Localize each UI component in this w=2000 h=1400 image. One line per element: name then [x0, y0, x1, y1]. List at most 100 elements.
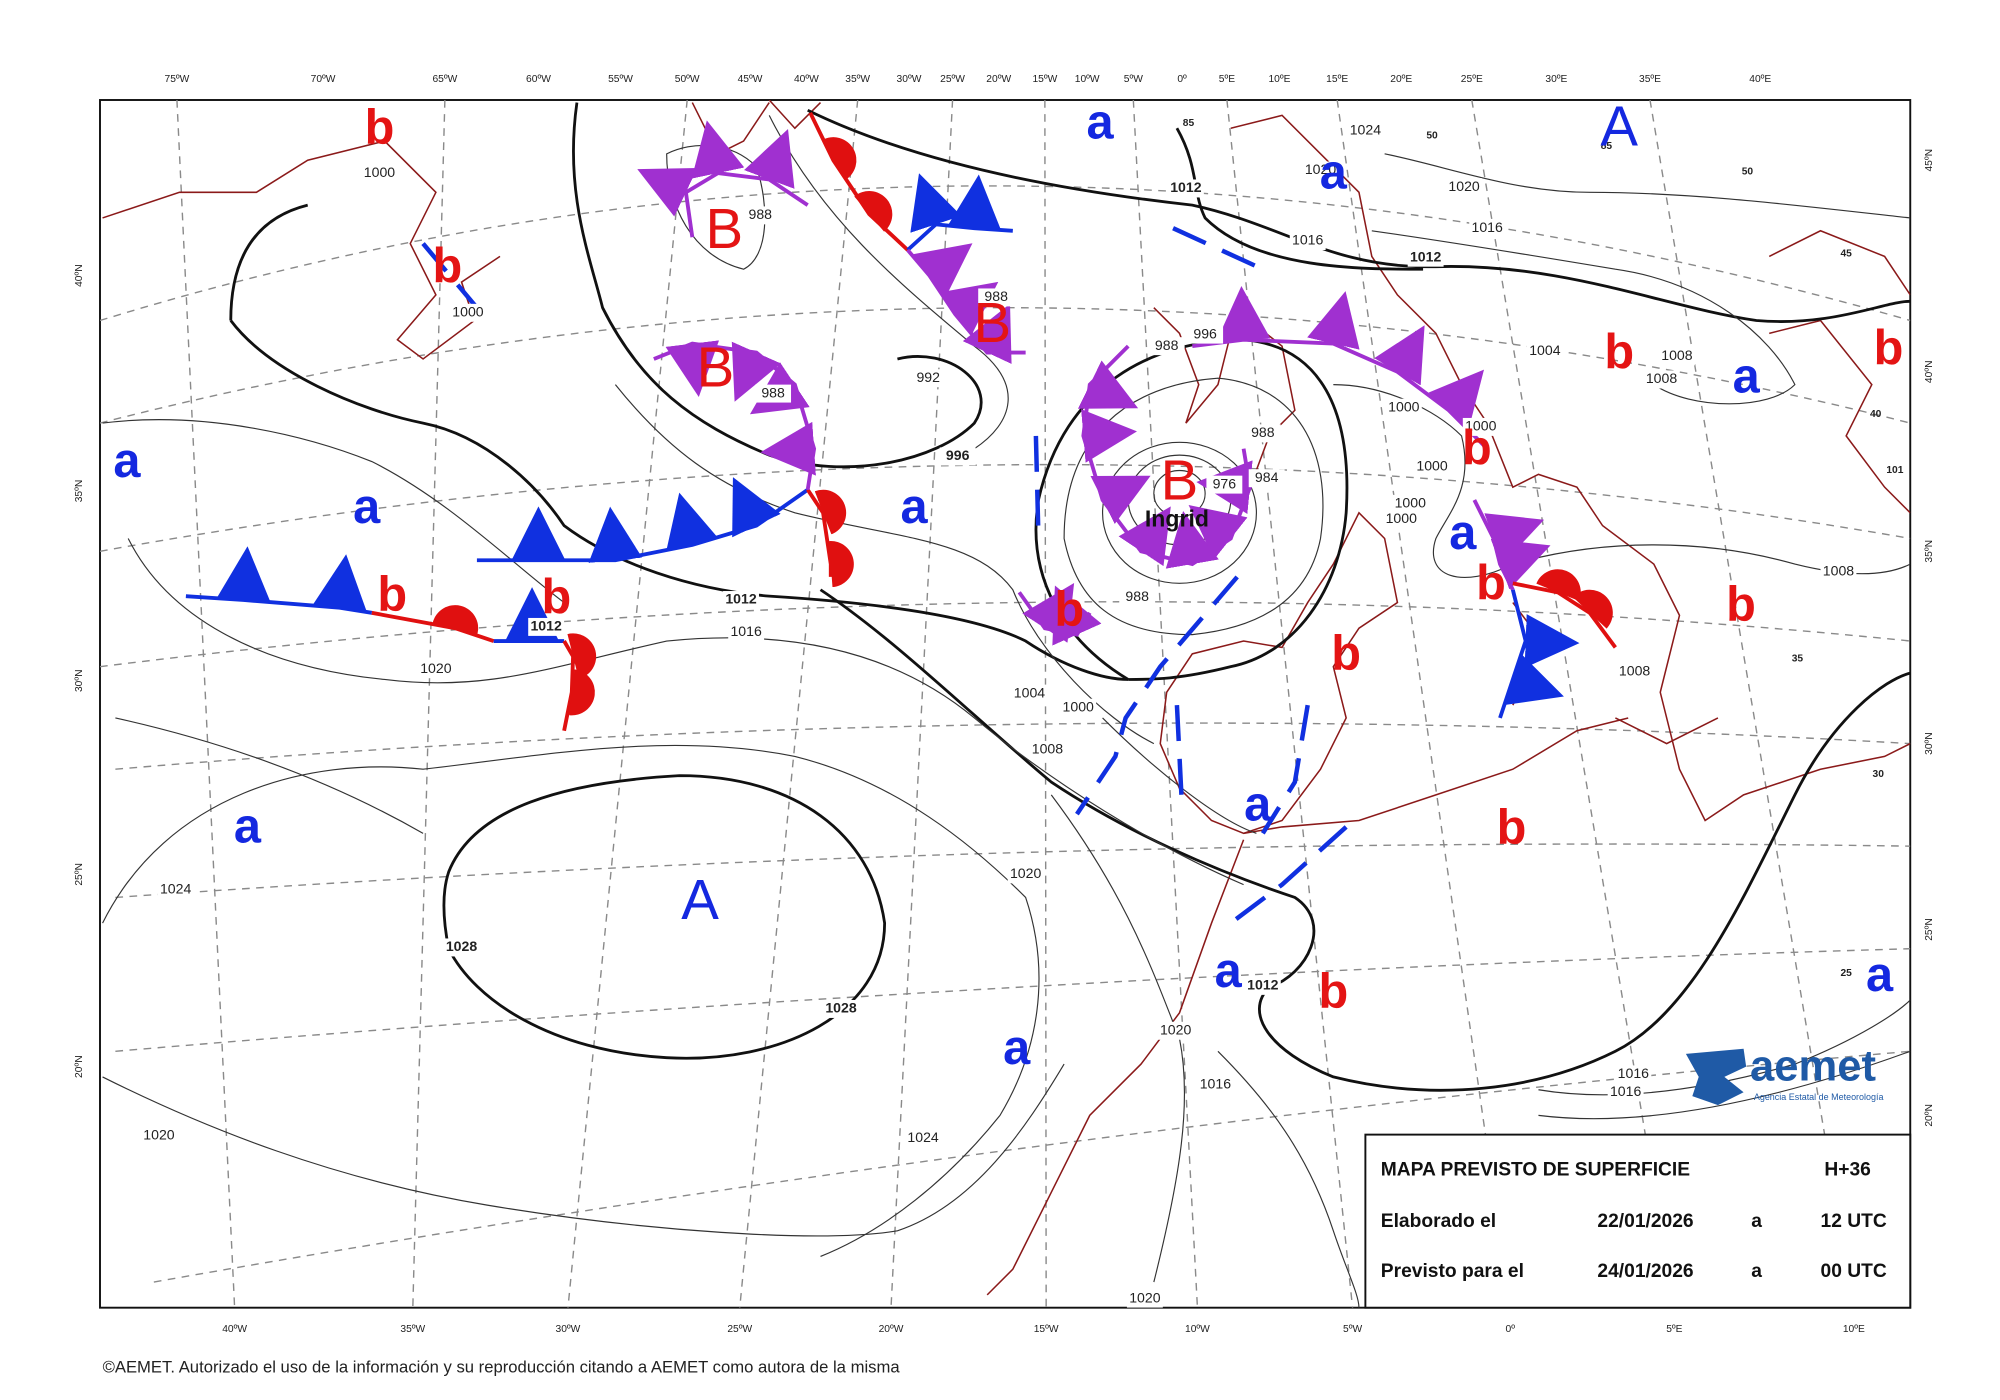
isobar-label-bg [939, 447, 976, 466]
high-pressure-center: A [681, 868, 719, 931]
longitude-label: 65ºW [432, 74, 457, 85]
lead-time: H+36 [1824, 1160, 1870, 1181]
latitude-label: 40ºN [1924, 361, 1935, 384]
isobar-label: 1016 [1610, 1083, 1642, 1099]
isobar-label: 1000 [1388, 398, 1420, 414]
isobar-label: 1024 [1350, 121, 1382, 137]
longitude-label: 5ºW [1343, 1324, 1362, 1335]
occluded-front [906, 243, 1026, 364]
valid-time: 00 UTC [1821, 1261, 1887, 1282]
longitude-label: 40ºW [222, 1324, 247, 1335]
occluded-front [1077, 344, 1253, 569]
trough [1075, 575, 1239, 816]
isobar-label: 1020 [420, 660, 452, 676]
isobar-label-bg [1616, 662, 1653, 681]
warm-front [1512, 569, 1617, 649]
isobar-label: 1020 [143, 1127, 175, 1143]
warm-front [808, 111, 910, 252]
isobar-label: 1024 [907, 1129, 939, 1145]
graticule-label: 35 [1792, 654, 1804, 665]
low-pressure-center: b [377, 567, 407, 621]
coastline [1768, 229, 1911, 514]
low-pressure-center: b [1497, 801, 1527, 855]
isobar-label: 1012 [1170, 179, 1202, 195]
high-pressure-center: a [234, 799, 262, 853]
isobar-label: 1028 [446, 938, 478, 954]
isobar-label: 1020 [1129, 1289, 1161, 1305]
isobar-label-bg [1187, 325, 1224, 344]
isobar-label-bg [1469, 219, 1506, 238]
warm-front [371, 605, 495, 643]
parallel [100, 601, 1911, 668]
latitude-label: 30ºN [1924, 732, 1935, 755]
high-pressure-center: a [113, 434, 141, 488]
storm-name: Ingrid [1145, 506, 1209, 532]
trough [1260, 704, 1310, 835]
isobar-label-bg [528, 617, 565, 636]
isobar-label: 1016 [1200, 1075, 1232, 1091]
isobar-label: 996 [1193, 325, 1217, 341]
isobar [819, 588, 1911, 1092]
low-pressure-center: b [365, 101, 395, 155]
coastline [1230, 114, 1911, 822]
graticule-label: 30 [1873, 769, 1885, 780]
isobar-label: 1028 [825, 1000, 857, 1016]
longitude-label: 10ºW [1185, 1324, 1210, 1335]
trough [1172, 226, 1264, 272]
warm-front [806, 488, 854, 588]
isobar-label: 1008 [1646, 370, 1678, 386]
logo-shape [1685, 1048, 1747, 1106]
isobar-label-bg [443, 938, 480, 957]
low-pressure-center: B [697, 336, 735, 399]
isobar-label-bg [823, 1000, 859, 1018]
longitude-label: 5ºE [1666, 1324, 1682, 1335]
latitude-label: 45ºN [1924, 149, 1935, 172]
trough [1033, 435, 1041, 539]
isobar-label-bg [723, 591, 759, 609]
isobar-label: 1012 [1247, 977, 1279, 993]
latitude-label: 30ºN [74, 669, 85, 692]
graticule-label: 85 [1601, 141, 1613, 152]
isobar-label-bg [1526, 342, 1563, 361]
cold-front [906, 173, 1013, 252]
isobar-label: 1016 [1471, 219, 1503, 235]
longitude-label: 35ºW [845, 74, 870, 85]
latitude-label: 20ºN [1924, 1104, 1935, 1127]
longitude-label: 25ºW [940, 74, 965, 85]
high-pressure-center: a [1086, 96, 1114, 150]
coastline [986, 717, 1629, 1296]
isobar-label: 1000 [1395, 495, 1427, 511]
isobar-label-bg [1248, 469, 1285, 488]
graticule-label: 101 [1886, 465, 1903, 476]
longitude-label: 20ºW [879, 1324, 904, 1335]
isobar-label-bg [1029, 741, 1066, 759]
longitude-label: 30ºW [556, 1324, 581, 1335]
isobar [102, 1063, 1065, 1237]
high-pressure-center: a [1866, 948, 1894, 1002]
latitude-label: 40ºN [74, 264, 85, 287]
isobar-label: 1008 [1661, 347, 1693, 363]
isobar-label-bg [978, 288, 1015, 307]
footer: ©AEMET. Autorizado el uso de la informac… [103, 1357, 901, 1376]
cold-front [1498, 589, 1580, 719]
fronts [185, 111, 1617, 925]
isobar-label: 1000 [1386, 510, 1418, 526]
occluded-front [637, 120, 809, 238]
occluded-front [1192, 285, 1489, 451]
isobar-label-bg [1206, 475, 1243, 494]
isobar [102, 717, 1040, 1257]
low-pressure-center: b [1726, 578, 1756, 632]
high-pressure-center: a [901, 480, 929, 534]
longitude-label: 0º [1506, 1324, 1516, 1335]
longitude-label: 35ºW [400, 1324, 425, 1335]
isobar-label: 1008 [1032, 741, 1064, 757]
isobar [127, 538, 1244, 886]
isobar-label: 988 [1251, 424, 1275, 440]
isobar-label-bg [1148, 337, 1185, 356]
longitude-label: 0º [1177, 74, 1187, 85]
trough [1229, 825, 1348, 925]
longitude-label: 5ºE [1219, 74, 1235, 85]
meridian [1649, 100, 1855, 1308]
cold-front [185, 546, 373, 615]
